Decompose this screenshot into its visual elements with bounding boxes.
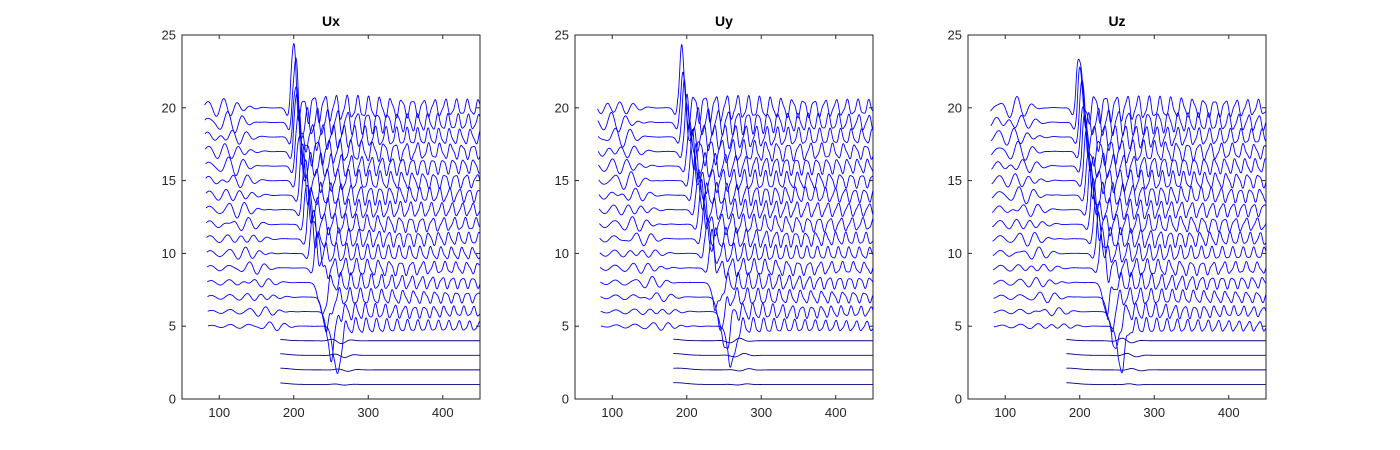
trace-uz-4 bbox=[1066, 337, 1266, 344]
axes-uz: 100 200 300 400 0 5 10 15 20 25 Uz bbox=[948, 13, 1267, 420]
trace-ux-3 bbox=[280, 353, 480, 358]
trace-uz-3 bbox=[1066, 352, 1266, 358]
y-tick-label-uy-10: 10 bbox=[555, 246, 569, 261]
traces-uy bbox=[597, 44, 873, 386]
x-tick-label-uz-100: 100 bbox=[994, 405, 1016, 420]
trace-ux-5 bbox=[207, 317, 480, 374]
y-tick-label-uz-20: 20 bbox=[948, 100, 962, 115]
trace-uy-8 bbox=[600, 272, 873, 312]
trace-ux-8 bbox=[207, 271, 480, 315]
trace-uy-11 bbox=[599, 192, 873, 252]
y-tick-label-uy-5: 5 bbox=[562, 319, 569, 334]
axes-uy: 100 200 300 400 0 5 10 15 20 25 Uy bbox=[555, 13, 874, 420]
trace-ux-14 bbox=[205, 143, 480, 206]
trace-ux-12 bbox=[206, 184, 480, 237]
trace-uy-14 bbox=[598, 143, 873, 211]
trace-uz-18 bbox=[990, 79, 1266, 158]
y-tick-label-ux-10: 10 bbox=[162, 246, 176, 261]
trace-uy-6 bbox=[600, 302, 873, 350]
y-tick-label-uy-15: 15 bbox=[555, 173, 569, 188]
trace-uy-18 bbox=[597, 79, 873, 152]
trace-ux-10 bbox=[206, 209, 480, 267]
x-tick-label-ux-100: 100 bbox=[208, 405, 230, 420]
trace-uz-1 bbox=[1066, 382, 1266, 386]
x-tick-label-ux-200: 200 bbox=[283, 405, 305, 420]
trace-uz-20 bbox=[990, 58, 1266, 125]
trace-uz-13 bbox=[991, 163, 1266, 221]
y-tick-label-uz-5: 5 bbox=[955, 319, 962, 334]
trace-uz-12 bbox=[992, 177, 1266, 242]
trace-uz-8 bbox=[993, 271, 1266, 317]
trace-uz-15 bbox=[991, 128, 1266, 200]
chart-title-uz: Uz bbox=[1108, 13, 1125, 29]
x-tick-label-uy-300: 300 bbox=[750, 405, 772, 420]
trace-uy-9 bbox=[599, 228, 873, 279]
trace-ux-6 bbox=[207, 302, 480, 363]
plot-area-uy bbox=[574, 34, 874, 400]
trace-uz-14 bbox=[991, 154, 1266, 207]
chart-title-ux: Ux bbox=[322, 13, 340, 29]
x-tick-label-ux-400: 400 bbox=[432, 405, 454, 420]
trace-uz-11 bbox=[992, 202, 1266, 249]
trace-uy-7 bbox=[600, 287, 873, 331]
trace-ux-4 bbox=[280, 338, 480, 345]
trace-ux-2 bbox=[280, 367, 480, 372]
x-tick-label-uy-200: 200 bbox=[676, 405, 698, 420]
trace-ux-17 bbox=[204, 93, 480, 167]
trace-ux-15 bbox=[205, 135, 480, 195]
trace-uy-13 bbox=[598, 169, 873, 222]
trace-uy-2 bbox=[673, 367, 873, 372]
trace-uy-5 bbox=[600, 316, 873, 368]
trace-uz-9 bbox=[992, 226, 1266, 283]
trace-uy-15 bbox=[598, 128, 873, 195]
x-tick-label-uz-300: 300 bbox=[1143, 405, 1165, 420]
trace-uz-10 bbox=[992, 212, 1266, 263]
y-tick-label-uz-0: 0 bbox=[955, 392, 962, 407]
x-tick-label-uz-200: 200 bbox=[1069, 405, 1091, 420]
trace-uy-19 bbox=[597, 71, 873, 137]
traces-ux bbox=[204, 43, 480, 386]
trace-uy-12 bbox=[599, 178, 873, 237]
x-tick-label-uy-400: 400 bbox=[825, 405, 847, 420]
y-tick-label-uy-25: 25 bbox=[555, 28, 569, 43]
trace-uy-17 bbox=[597, 93, 873, 171]
y-tick-label-uy-20: 20 bbox=[555, 100, 569, 115]
x-tick-label-uy-100: 100 bbox=[601, 405, 623, 420]
trace-ux-1 bbox=[280, 382, 480, 386]
y-tick-label-ux-0: 0 bbox=[169, 392, 176, 407]
trace-uy-3 bbox=[673, 353, 873, 358]
trace-ux-16 bbox=[205, 108, 480, 182]
y-tick-label-uy-0: 0 bbox=[562, 392, 569, 407]
trace-uy-20 bbox=[597, 44, 873, 129]
trace-uy-1 bbox=[673, 382, 873, 386]
y-tick-label-ux-25: 25 bbox=[162, 28, 176, 43]
trace-uz-2 bbox=[1066, 367, 1266, 372]
x-tick-label-uz-400: 400 bbox=[1218, 405, 1240, 420]
x-tick-label-ux-300: 300 bbox=[357, 405, 379, 420]
trace-uy-4 bbox=[673, 337, 873, 344]
y-tick-label-uz-10: 10 bbox=[948, 246, 962, 261]
traces-uz bbox=[990, 58, 1266, 386]
trace-uy-10 bbox=[599, 218, 873, 264]
trace-uz-16 bbox=[991, 114, 1266, 179]
chart-title-uy: Uy bbox=[715, 13, 733, 29]
trace-ux-13 bbox=[205, 159, 480, 224]
trace-ux-19 bbox=[204, 57, 480, 139]
y-tick-label-ux-15: 15 bbox=[162, 173, 176, 188]
y-tick-label-ux-5: 5 bbox=[169, 319, 176, 334]
trace-uz-5 bbox=[993, 316, 1266, 374]
trace-ux-11 bbox=[206, 193, 480, 249]
trace-uz-17 bbox=[990, 106, 1266, 167]
y-tick-label-ux-20: 20 bbox=[162, 100, 176, 115]
trace-uz-6 bbox=[993, 302, 1266, 349]
trace-ux-9 bbox=[206, 233, 480, 280]
trace-ux-20 bbox=[204, 43, 480, 124]
y-tick-label-uz-25: 25 bbox=[948, 28, 962, 43]
trace-uz-7 bbox=[993, 287, 1266, 333]
y-tick-label-uz-15: 15 bbox=[948, 173, 962, 188]
trace-ux-7 bbox=[207, 287, 480, 333]
axes-ux: 100 200 300 400 0 5 10 15 20 25 Ux bbox=[162, 13, 481, 420]
